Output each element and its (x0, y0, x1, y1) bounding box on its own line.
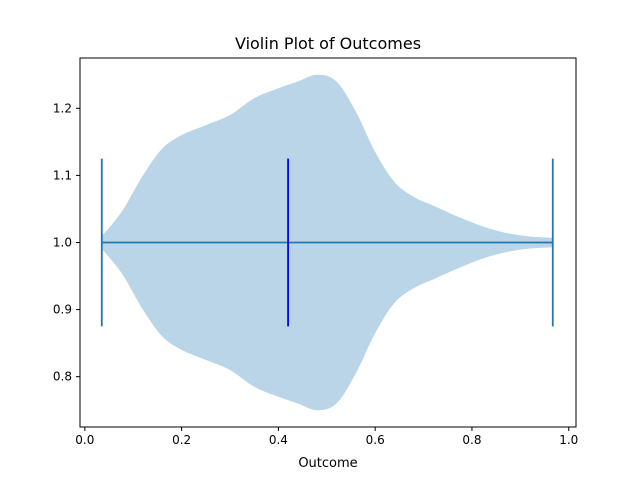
y-tick-label: 1.0 (53, 236, 72, 250)
tick-layer: 0.0 0.2 0.4 0.6 0.8 1.0 0.8 0.9 1.0 1.1 1.2 (53, 101, 578, 447)
x-axis-label: Outcome (298, 456, 357, 471)
plot-layer (100, 74, 554, 411)
x-tick-label: 0.2 (172, 433, 191, 447)
x-tick-label: 0.6 (366, 433, 385, 447)
x-tick-label: 0.8 (462, 433, 481, 447)
y-tick-label: 1.1 (53, 168, 72, 182)
x-tick-label: 1.0 (559, 433, 578, 447)
chart-title: Violin Plot of Outcomes (235, 34, 421, 53)
y-tick-label: 0.8 (53, 370, 72, 384)
y-tick-label: 1.2 (53, 101, 72, 115)
x-tick-label: 0.4 (269, 433, 288, 447)
x-tick-label: 0.0 (75, 433, 94, 447)
y-tick-label: 0.9 (53, 303, 72, 317)
